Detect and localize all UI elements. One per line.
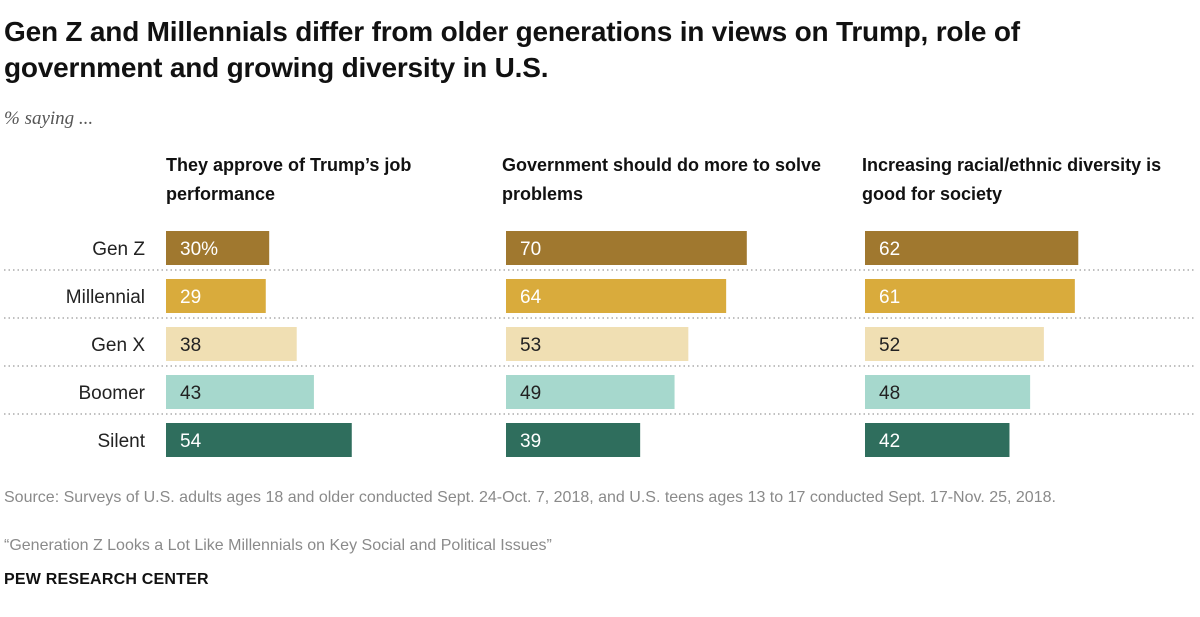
bar-value-label: 42 bbox=[879, 431, 900, 452]
bar-gen-x-panel-1 bbox=[166, 327, 297, 361]
bar-value-label: 64 bbox=[520, 287, 542, 308]
bar-value-label: 49 bbox=[520, 383, 541, 404]
organization-credit: PEW RESEARCH CENTER bbox=[4, 571, 209, 588]
bar-value-label: 62 bbox=[879, 239, 900, 260]
category-label-boomer: Boomer bbox=[78, 383, 145, 404]
bar-silent-panel-2 bbox=[506, 423, 641, 457]
bar-value-label: 48 bbox=[879, 383, 900, 404]
report-title: “Generation Z Looks a Lot Like Millennia… bbox=[4, 537, 552, 554]
bar-millennial-panel-1 bbox=[166, 279, 266, 313]
bar-value-label: 29 bbox=[180, 287, 201, 308]
category-label-silent: Silent bbox=[97, 431, 145, 452]
bar-boomer-panel-1 bbox=[166, 375, 314, 409]
bar-gen-z-panel-3 bbox=[865, 231, 1079, 265]
bar-silent-panel-1 bbox=[166, 423, 352, 457]
bar-gen-x-panel-3 bbox=[865, 327, 1044, 361]
bar-gen-z-panel-2 bbox=[506, 231, 747, 265]
panel-title-diversity: Increasing racial/ethnic diversity is go… bbox=[862, 155, 1162, 204]
bar-boomer-panel-3 bbox=[865, 375, 1031, 409]
bar-value-label: 43 bbox=[180, 383, 201, 404]
bar-gen-z-panel-1 bbox=[166, 231, 270, 265]
category-label-gen-x: Gen X bbox=[91, 335, 145, 356]
panel-title-trump-approval: They approve of Trump’s job performance bbox=[166, 155, 412, 204]
bar-value-label: 61 bbox=[879, 287, 900, 308]
bar-value-label: 70 bbox=[520, 239, 541, 260]
bar-value-label: 52 bbox=[879, 335, 900, 356]
panel-title-government: Government should do more to solve probl… bbox=[502, 155, 822, 204]
bar-value-label: 30% bbox=[180, 239, 218, 260]
bar-silent-panel-3 bbox=[865, 423, 1010, 457]
category-label-gen-z: Gen Z bbox=[92, 239, 145, 260]
bar-gen-x-panel-2 bbox=[506, 327, 689, 361]
chart-title: Gen Z and Millennials differ from older … bbox=[4, 16, 1020, 83]
bar-millennial-panel-3 bbox=[865, 279, 1075, 313]
bar-value-label: 53 bbox=[520, 335, 541, 356]
bar-millennial-panel-2 bbox=[506, 279, 727, 313]
bar-value-label: 39 bbox=[520, 431, 541, 452]
category-label-millennial: Millennial bbox=[66, 287, 145, 308]
bar-value-label: 54 bbox=[180, 431, 202, 452]
bar-boomer-panel-2 bbox=[506, 375, 675, 409]
chart-subtitle: % saying ... bbox=[4, 108, 94, 129]
source-note: Source: Surveys of U.S. adults ages 18 a… bbox=[4, 489, 1056, 506]
bar-value-label: 38 bbox=[180, 335, 201, 356]
